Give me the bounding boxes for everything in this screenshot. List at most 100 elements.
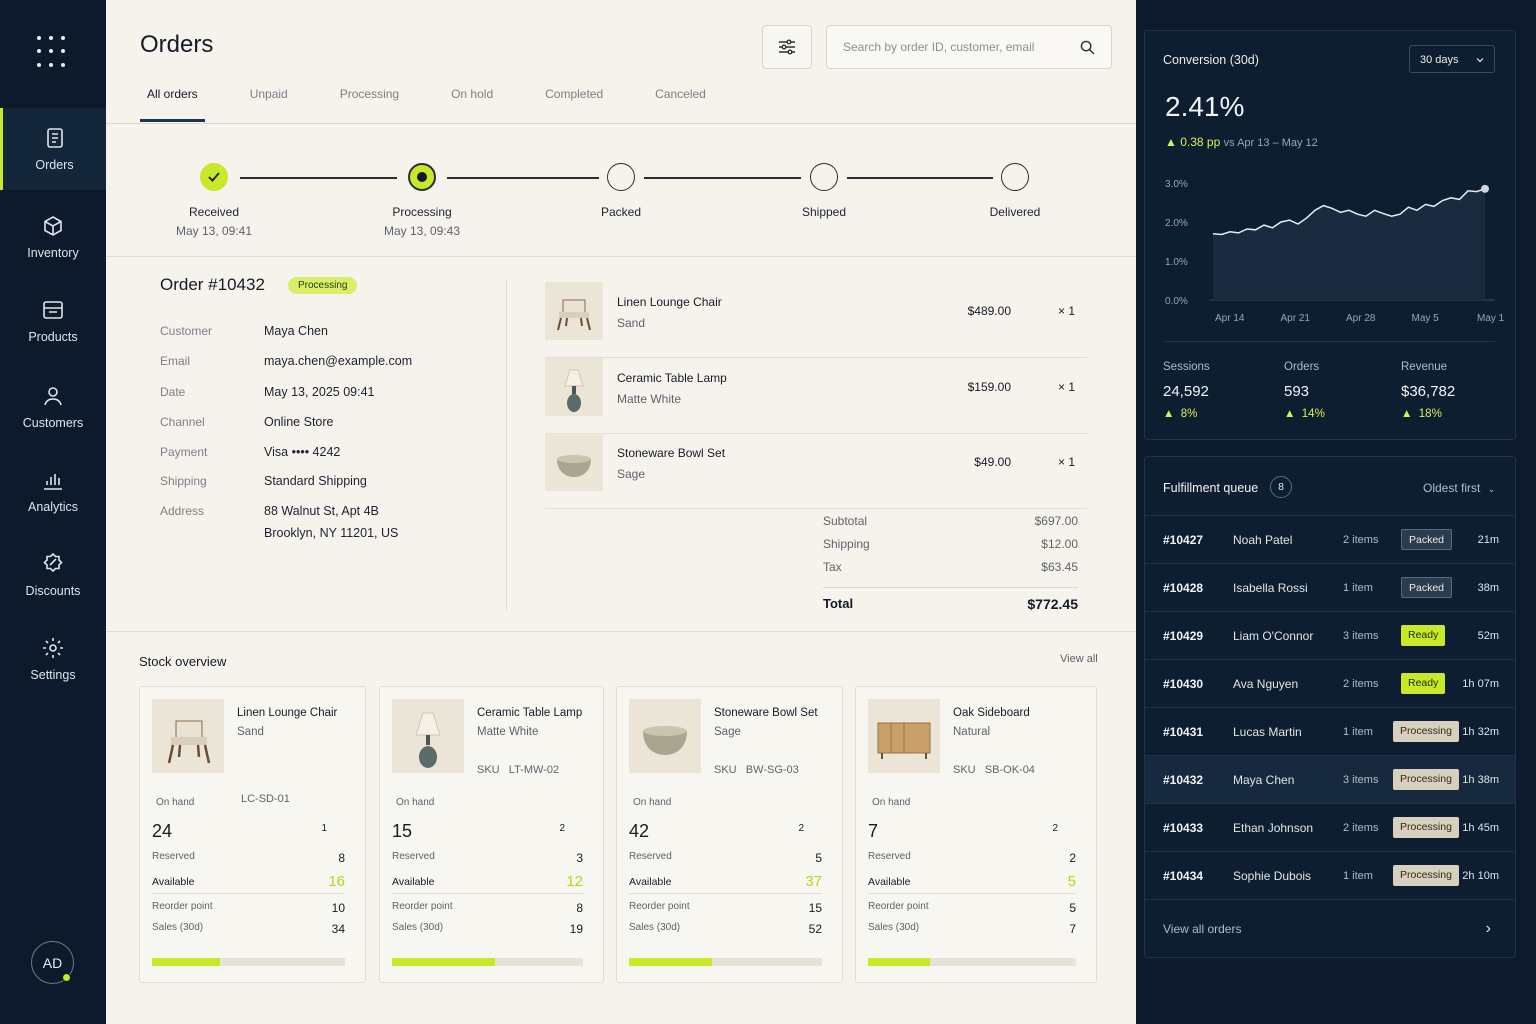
sidebar-item-customers[interactable]: Customers bbox=[0, 366, 106, 448]
product-name: Oak Sideboard bbox=[953, 707, 1030, 719]
tax-row: Tax $63.45 bbox=[823, 560, 1078, 574]
item-qty: × 1 bbox=[1057, 304, 1075, 318]
shipping-row: Shipping $12.00 bbox=[823, 537, 1078, 551]
sidebar-item-discounts[interactable]: Discounts bbox=[0, 534, 106, 616]
step-delivered: Delivered bbox=[955, 160, 1075, 219]
on-hand-value: 7 bbox=[868, 821, 879, 841]
sidebar-item-inventory[interactable]: Inventory bbox=[0, 196, 106, 278]
view-all-orders-link[interactable]: View all orders › bbox=[1145, 899, 1515, 957]
sku: LC-SD-01 bbox=[241, 793, 290, 805]
page-title: Orders bbox=[140, 31, 214, 58]
order-id: #10431 bbox=[1163, 725, 1204, 739]
queue-row[interactable]: #10430 Ava Nguyen 2 items Ready 1h 07m bbox=[1145, 659, 1515, 707]
kpi-value: 593 bbox=[1284, 383, 1310, 400]
tab-canceled[interactable]: Canceled bbox=[655, 87, 706, 101]
stock-card[interactable]: Ceramic Table Lamp Matte White SKU LT-MW… bbox=[379, 686, 604, 983]
item-count: 2 items bbox=[1343, 678, 1379, 690]
detail-value: Standard Shipping bbox=[264, 474, 367, 488]
progress-connector bbox=[447, 177, 599, 179]
step-time: May 13, 09:41 bbox=[175, 224, 253, 238]
kpi-divider bbox=[1163, 341, 1495, 342]
card-divider bbox=[629, 893, 822, 894]
conversion-chart: 3.0% 2.0% 1.0% 0.0% Apr 14 Apr 21 Apr 28 May 5 M… bbox=[1165, 179, 1504, 324]
latest-point-marker[interactable] bbox=[1481, 184, 1489, 193]
order-id: #10432 bbox=[1163, 773, 1204, 787]
filter-button[interactable] bbox=[762, 25, 812, 69]
customer-name: Lucas Martin bbox=[1233, 725, 1302, 739]
sidebar-item-orders[interactable]: Orders bbox=[0, 108, 106, 190]
tab-completed[interactable]: Completed bbox=[545, 87, 604, 101]
progress-connector bbox=[240, 177, 397, 179]
step-shipped: Shipped bbox=[764, 160, 884, 219]
detail-value[interactable]: maya.chen@example.com bbox=[264, 354, 413, 368]
product-variant: Sage bbox=[714, 726, 741, 738]
step-label: Packed bbox=[600, 205, 642, 219]
item-count: 3 items bbox=[1343, 630, 1379, 642]
queue-row[interactable]: #10428 Isabella Rossi 1 item Packed 38m bbox=[1145, 563, 1515, 611]
tab-on-hold[interactable]: On hold bbox=[451, 87, 494, 101]
detail-email: Email maya.chen@example.com bbox=[160, 354, 412, 372]
avatar[interactable]: AD bbox=[31, 941, 74, 984]
tab-unpaid[interactable]: Unpaid bbox=[249, 87, 288, 101]
search-input[interactable] bbox=[843, 40, 1080, 54]
detail-key: Address bbox=[160, 504, 205, 518]
delta-value: 0.38 pp bbox=[1180, 135, 1221, 149]
stock-card[interactable]: Linen Lounge Chair Sand LC-SD-01 On hand… bbox=[139, 686, 366, 983]
range-value: 30 days bbox=[1420, 54, 1459, 66]
customer-name: Maya Chen bbox=[1233, 773, 1295, 787]
tabs-divider bbox=[106, 123, 1136, 124]
view-all-link[interactable]: View all bbox=[1060, 653, 1098, 665]
product-variant: Matte White bbox=[477, 726, 539, 738]
sidebar-item-products[interactable]: Products bbox=[0, 280, 106, 362]
sales-row: Sales (30d) 19 bbox=[392, 922, 583, 936]
queue-title: Fulfillment queue bbox=[1163, 481, 1259, 495]
total-row: Total $772.45 bbox=[823, 596, 1078, 612]
available-row: Available 5 bbox=[868, 873, 1076, 890]
detail-key: Shipping bbox=[160, 474, 207, 488]
order-item[interactable]: Linen Lounge Chair Sand $489.00 × 1 bbox=[545, 282, 1087, 358]
queue-row[interactable]: #10427 Noah Patel 2 items Packed 21m bbox=[1145, 515, 1515, 563]
detail-key: Channel bbox=[160, 415, 205, 429]
user-icon bbox=[44, 387, 62, 406]
order-item[interactable]: Stoneware Bowl Set Sage $49.00 × 1 bbox=[545, 433, 1087, 509]
reserved-row: Reserved 5 bbox=[629, 851, 822, 865]
tab-processing[interactable]: Processing bbox=[339, 87, 400, 101]
sidebar-item-settings[interactable]: Settings bbox=[0, 618, 106, 700]
queue-row[interactable]: #10433 Ethan Johnson 2 items Processing … bbox=[1145, 803, 1515, 851]
detail-customer: Customer Maya Chen bbox=[160, 324, 328, 342]
conversion-delta: ▲ 0.38 pp vs Apr 13 – May 12 bbox=[1165, 135, 1318, 149]
queue-row[interactable]: #10431 Lucas Martin 1 item Processing 1h… bbox=[1145, 707, 1515, 755]
x-tick-label: May 5 bbox=[1412, 313, 1440, 324]
order-age: 52m bbox=[1477, 630, 1499, 642]
tab-all-orders[interactable]: All orders bbox=[140, 80, 205, 122]
sidebar-item-label: Orders bbox=[35, 158, 74, 172]
conversion-card: Conversion (30d) 30 days 2.41% ▲ 0.38 pp… bbox=[1144, 30, 1516, 440]
queue-row[interactable]: #10429 Liam O'Connor 3 items Ready 52m bbox=[1145, 611, 1515, 659]
order-age: 1h 32m bbox=[1462, 726, 1499, 738]
detail-value: May 13, 2025 09:41 bbox=[264, 385, 375, 399]
pending-step-icon bbox=[607, 163, 635, 191]
queue-row[interactable]: #10434 Sophie Dubois 1 item Processing 2… bbox=[1145, 851, 1515, 899]
section-divider bbox=[106, 631, 1136, 632]
app-grid-icon[interactable] bbox=[37, 36, 69, 68]
kpi-delta: ▲ 8% bbox=[1163, 408, 1198, 420]
sort-select[interactable]: Oldest first ⌄ bbox=[1423, 481, 1495, 495]
order-item[interactable]: Ceramic Table Lamp Matte White $159.00 ×… bbox=[545, 358, 1087, 434]
sidebar-item-analytics[interactable]: Analytics bbox=[0, 450, 106, 532]
status-badge: Packed bbox=[1401, 529, 1453, 550]
stock-card[interactable]: Oak Sideboard Natural SKU SB-OK-04 On ha… bbox=[855, 686, 1097, 983]
range-select[interactable]: 30 days bbox=[1409, 45, 1495, 73]
item-count: 2 items bbox=[1343, 822, 1379, 834]
stock-card[interactable]: Stoneware Bowl Set Sage SKU BW-SG-03 On … bbox=[616, 686, 843, 983]
step-time: May 13, 09:43 bbox=[383, 224, 461, 238]
order-totals: Subtotal $697.00 Shipping $12.00 Tax $63.45… bbox=[823, 514, 1078, 612]
customer-name: Ethan Johnson bbox=[1233, 821, 1314, 835]
queue-row[interactable]: #10432 Maya Chen 3 items Processing 1h 3… bbox=[1145, 755, 1515, 803]
kpi-label: Revenue bbox=[1401, 361, 1448, 373]
progress-connector bbox=[644, 177, 801, 179]
incoming-value: 1 bbox=[321, 823, 327, 834]
step-packed: Packed bbox=[561, 160, 681, 219]
card-divider bbox=[868, 893, 1076, 894]
search-icon[interactable] bbox=[1080, 40, 1095, 55]
detail-key: Email bbox=[160, 354, 191, 368]
